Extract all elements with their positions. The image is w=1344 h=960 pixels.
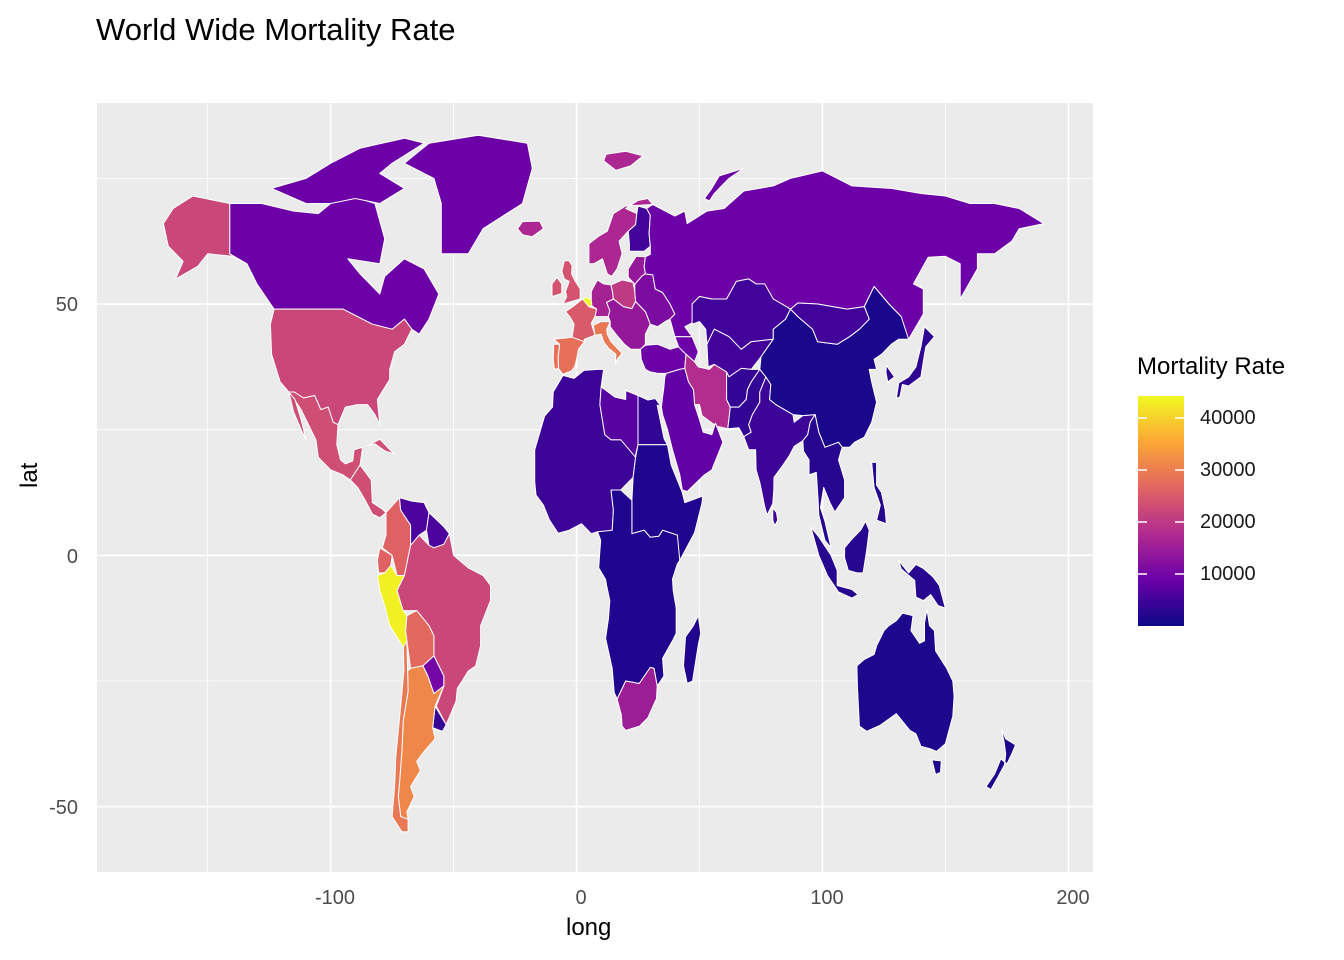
region-middle-east bbox=[660, 367, 724, 492]
region-alaska-usa- bbox=[162, 195, 248, 280]
y-tick-label: -50 bbox=[49, 797, 78, 819]
region-sumatra-java bbox=[810, 526, 859, 599]
region-southeast-asia bbox=[802, 414, 846, 549]
region-ireland bbox=[551, 276, 563, 297]
region-italy bbox=[592, 321, 623, 365]
legend-tick-label: 10000 bbox=[1200, 563, 1256, 585]
chart-title: World Wide Mortality Rate bbox=[96, 12, 456, 47]
y-tick-label: 0 bbox=[66, 546, 78, 568]
region-cuba bbox=[367, 438, 395, 455]
legend-tick-label: 20000 bbox=[1200, 511, 1256, 533]
region-united-kingdom bbox=[561, 260, 581, 305]
region-novaya-zemlya bbox=[703, 167, 745, 202]
legend-colorbar bbox=[1138, 396, 1184, 626]
countries bbox=[162, 134, 1045, 833]
colorbar-gradient bbox=[1138, 396, 1184, 626]
x-tick-label: 100 bbox=[810, 887, 844, 909]
y-tick-label: 50 bbox=[55, 294, 78, 316]
region-new-zealand bbox=[985, 727, 1016, 791]
region-canada-islands bbox=[271, 137, 425, 204]
region-philippines bbox=[871, 461, 887, 525]
region-australia bbox=[856, 608, 955, 752]
region-iceland bbox=[517, 220, 544, 238]
region-baja bbox=[288, 391, 307, 441]
region-mongolia bbox=[790, 302, 870, 345]
world-map bbox=[97, 103, 1093, 872]
x-tick-label: 200 bbox=[1056, 887, 1090, 909]
region-japan bbox=[895, 326, 935, 399]
region-svalbard bbox=[603, 150, 644, 171]
region-korea-japan bbox=[885, 364, 895, 383]
y-axis-label: lat bbox=[16, 462, 43, 488]
region-tasmania bbox=[931, 759, 942, 775]
region-sri-lanka bbox=[772, 507, 779, 527]
region-portugal bbox=[552, 343, 561, 370]
region-madagascar bbox=[683, 615, 702, 684]
x-axis-label: long bbox=[566, 914, 612, 941]
region-new-guinea bbox=[898, 559, 946, 609]
region-scandinavia bbox=[588, 198, 654, 277]
x-tick-label: 0 bbox=[575, 887, 587, 909]
x-tick-label: -100 bbox=[314, 887, 356, 909]
region-mexico bbox=[288, 391, 364, 481]
region-turkey bbox=[640, 343, 687, 374]
legend-tick-label: 30000 bbox=[1200, 459, 1256, 481]
region-sub-saharan-africa bbox=[597, 489, 681, 700]
legend-tick-label: 40000 bbox=[1200, 407, 1256, 429]
region-chile bbox=[391, 640, 409, 833]
region-greenland bbox=[403, 134, 533, 255]
region-venezuela bbox=[399, 497, 430, 546]
map-panel bbox=[97, 103, 1093, 872]
legend-title: Mortality Rate bbox=[1137, 353, 1286, 380]
region-finland bbox=[627, 205, 651, 252]
region-south-africa bbox=[616, 666, 658, 731]
region-borneo bbox=[844, 520, 870, 574]
